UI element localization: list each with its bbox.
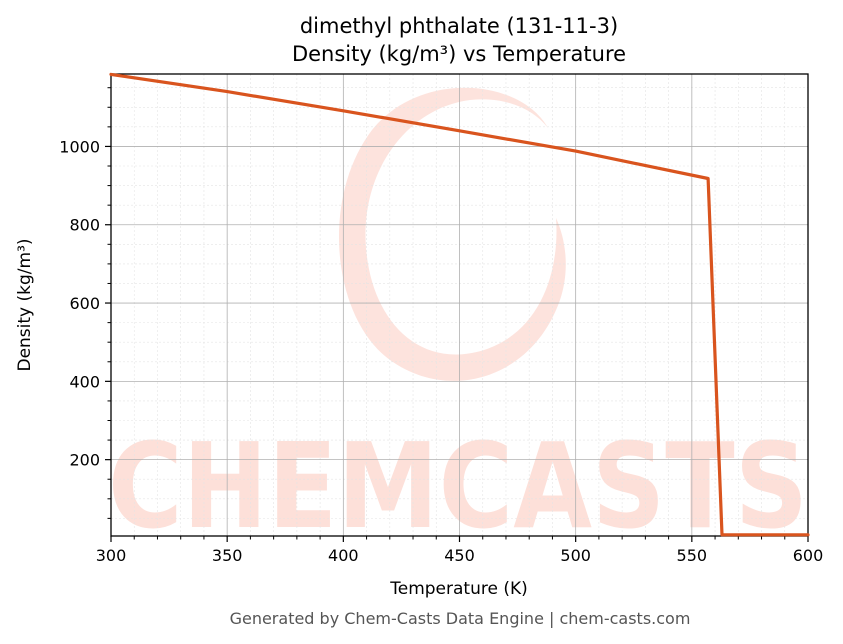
density-series-line [109, 72, 810, 537]
x-tick-label: 550 [677, 546, 708, 565]
axis-ticks [105, 87, 809, 542]
y-axis-label: Density (kg/m³) [15, 238, 35, 371]
watermark-swirl [338, 87, 566, 381]
series-group [109, 72, 810, 537]
footer-credit: Generated by Chem-Casts Data Engine | ch… [230, 609, 691, 628]
x-tick-label: 450 [444, 546, 475, 565]
y-tick-labels: 200 400 600 800 1000 [59, 137, 100, 469]
x-tick-label: 350 [212, 546, 243, 565]
x-tick-label: 500 [560, 546, 591, 565]
chart-title: dimethyl phthalate (131-11-3) [300, 14, 618, 38]
y-tick-label: 400 [69, 372, 100, 391]
y-tick-label: 800 [69, 216, 100, 235]
watermark-text: CHEMCASTS [108, 417, 808, 555]
y-tick-label: 1000 [59, 137, 100, 156]
watermark: CHEMCASTS [108, 87, 808, 555]
x-tick-labels: 300 350 400 450 500 550 600 [96, 546, 824, 565]
chart-subtitle: Density (kg/m³) vs Temperature [292, 42, 626, 66]
x-tick-label: 400 [328, 546, 359, 565]
x-tick-label: 600 [793, 546, 824, 565]
y-tick-label: 600 [69, 294, 100, 313]
x-tick-label: 300 [96, 546, 127, 565]
x-axis-label: Temperature (K) [389, 579, 528, 599]
y-tick-label: 200 [69, 451, 100, 470]
